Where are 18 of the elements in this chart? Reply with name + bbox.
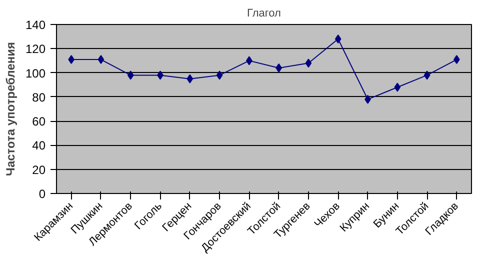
- point: [334, 34, 342, 44]
- y-tick-label: 20: [32, 162, 46, 177]
- point: [216, 70, 223, 80]
- point: [127, 70, 134, 80]
- y-tick-label: 60: [32, 114, 46, 129]
- point: [424, 70, 430, 80]
- y-axis-title: Частота употребления: [3, 42, 18, 176]
- point: [186, 74, 194, 84]
- y-tick-label: 80: [32, 90, 46, 104]
- y-tick-label: 120: [25, 42, 46, 56]
- y-tick-label: 0: [38, 187, 46, 201]
- y-tick-label: 100: [25, 66, 46, 80]
- point: [305, 58, 312, 68]
- point: [394, 82, 401, 92]
- y-tick-label: 40: [32, 138, 46, 153]
- chart-title: Глагол: [247, 8, 281, 20]
- y-tick-label: 140: [25, 18, 46, 32]
- point: [98, 55, 104, 64]
